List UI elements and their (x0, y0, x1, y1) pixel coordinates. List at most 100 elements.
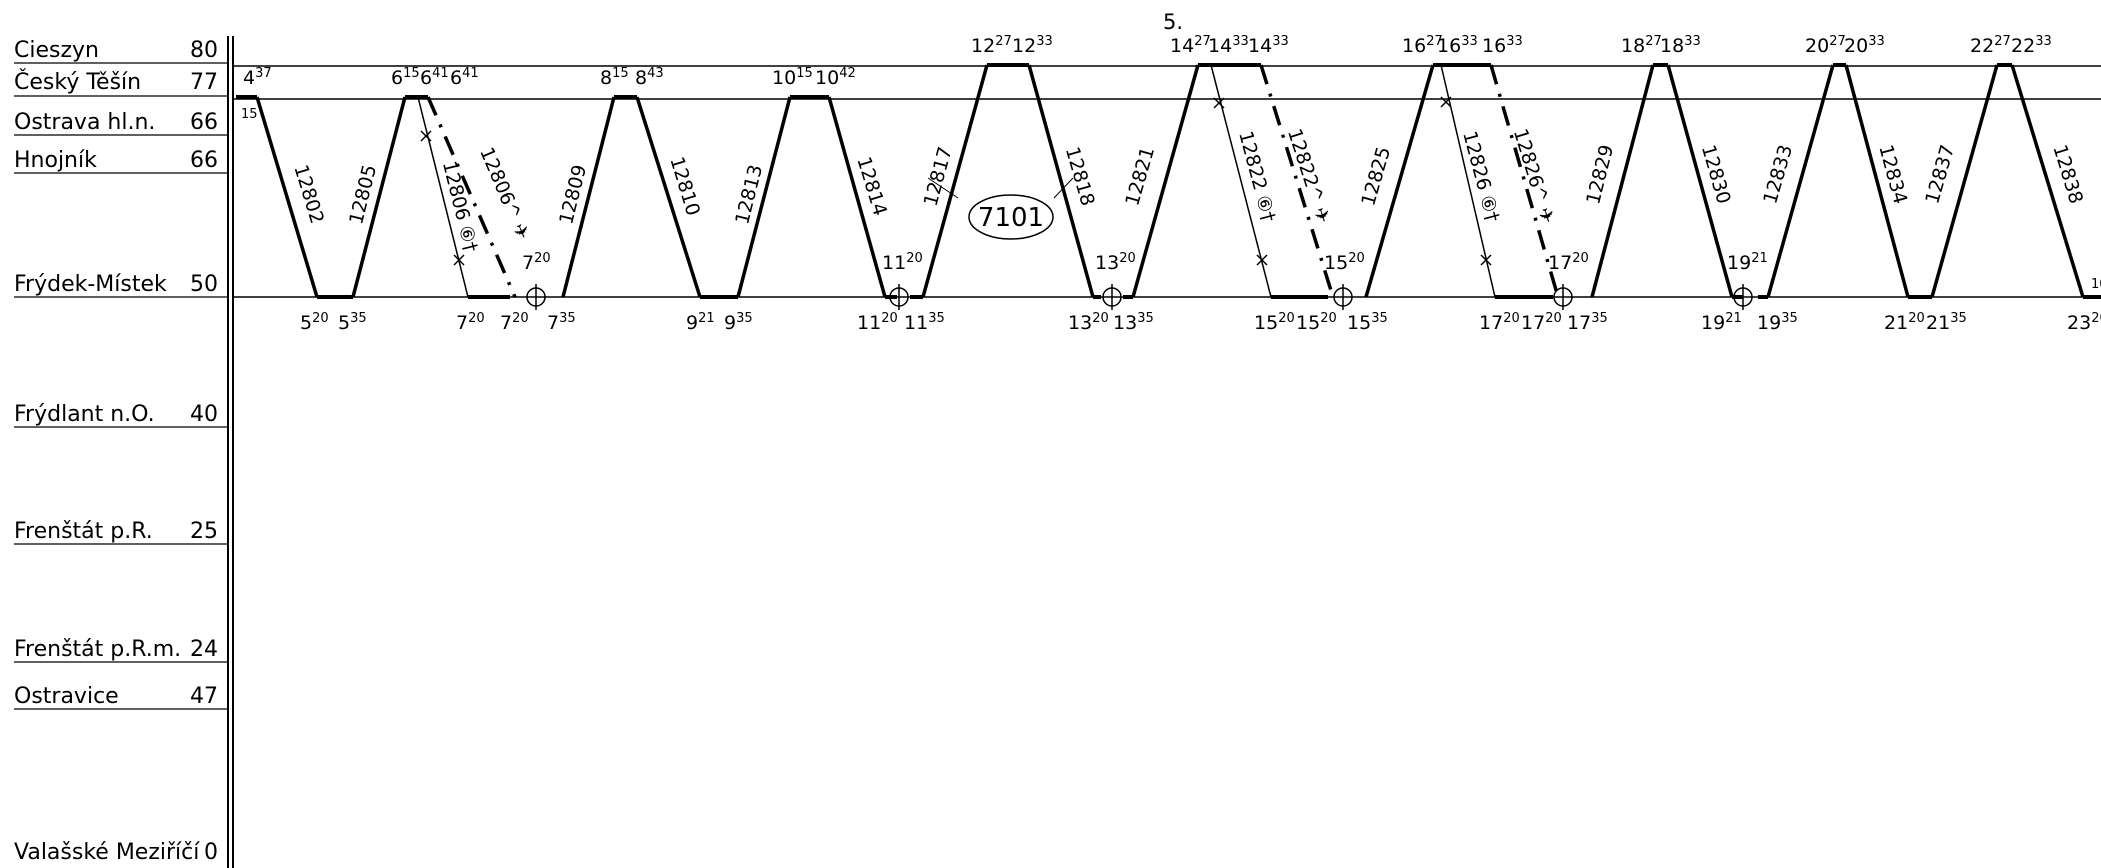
station-name: Frýdlant n.O. (14, 402, 155, 427)
train-label: 12809 (555, 163, 591, 227)
station-km: 0 (204, 840, 218, 865)
station-km: 47 (190, 684, 218, 709)
time-label: 1520 (1254, 311, 1295, 334)
small-time-label: 15 (241, 107, 258, 122)
crossing-circle (526, 284, 546, 310)
cross-mark (1480, 254, 1492, 266)
train-path (351, 96, 407, 298)
station-labels: Cieszyn 80 Český Těšín 77 Ostrava hl.n. … (14, 38, 228, 865)
time-label: 1827 (1621, 34, 1662, 57)
train-label: 12814 (852, 154, 891, 218)
thin-train-path (417, 96, 469, 298)
time-label: 720 (456, 311, 485, 334)
time-label: 1520 (1324, 251, 1365, 274)
dashdot-train-path (426, 96, 517, 298)
time-label: 1921 (1701, 311, 1742, 334)
circuit-leader (1053, 177, 1074, 199)
graph-title: 5. (1163, 10, 1183, 34)
station-row: Český Těšín 77 (14, 69, 228, 97)
time-label: 1320 (1068, 311, 1109, 334)
top-time-labels: 437 615 641 641 815 843 1015 1042 1227 1… (243, 34, 2052, 89)
time-label: 720 (500, 311, 529, 334)
time-label: 1833 (1660, 34, 1701, 57)
time-label: 1627 (1402, 34, 1443, 57)
train-path (1027, 64, 1095, 298)
time-label: 1535 (1347, 311, 1388, 334)
station-row: Valašské Meziříčí 0 (14, 840, 218, 865)
bottom-time-labels: 520 535 720 720 735 921 935 1120 1135 13… (300, 311, 2101, 334)
time-label: 520 (300, 311, 329, 334)
time-label: 1433 (1248, 34, 1289, 57)
crossing-circle (1102, 284, 1122, 310)
train-path (1930, 64, 1999, 298)
time-label: 1015 (772, 66, 813, 89)
train-label: 12833 (1759, 142, 1797, 206)
circuit-oval (968, 194, 1054, 240)
time-label: 641 (450, 66, 479, 89)
crossing-circle (1733, 284, 1753, 310)
train-path (255, 96, 319, 298)
train-path (1666, 64, 1734, 298)
time-label: 2135 (1926, 311, 1967, 334)
station-km: 50 (190, 272, 218, 297)
cross-mark (1440, 96, 1452, 108)
train-label: 12821 (1121, 144, 1159, 208)
dashdot-train-paths (426, 64, 1560, 298)
time-label: 1633 (1482, 34, 1523, 57)
train-label: 12830 (1697, 142, 1735, 206)
time-label: 1427 (1170, 34, 1211, 57)
train-path (1590, 64, 1655, 298)
time-label: 1735 (1567, 311, 1608, 334)
time-label: 2027 (1805, 34, 1846, 57)
time-label: 2233 (2011, 34, 2052, 57)
time-label: 1935 (1757, 311, 1798, 334)
station-row: Ostrava hl.n. 66 (14, 110, 228, 136)
train-label: 12838 (2048, 142, 2087, 206)
partial-label: 10 (2091, 277, 2101, 292)
train-label: 12822 ⑥† (1234, 129, 1279, 225)
train-label: 12829 (1582, 143, 1618, 207)
station-name: Ostrava hl.n. (14, 110, 155, 135)
train-path (827, 96, 887, 298)
time-label: 1720 (1479, 311, 1520, 334)
station-row: Frýdlant n.O. 40 (14, 402, 228, 428)
station-name: Český Těšín (14, 69, 141, 95)
time-label: 1042 (815, 66, 856, 89)
station-row: Cieszyn 80 (14, 38, 228, 64)
crossing-circle (1553, 284, 1573, 310)
train-path (736, 96, 792, 298)
train-label: 12822^ ✈ (1283, 126, 1334, 226)
thin-train-path (1440, 64, 1496, 298)
time-label: 1720 (1548, 251, 1589, 274)
station-km: 40 (190, 402, 218, 427)
train-label: 12813 (731, 163, 767, 227)
station-name: Frenštát p.R.m. (14, 637, 181, 662)
station-name: Cieszyn (14, 38, 99, 63)
time-label: 921 (686, 311, 715, 334)
train-paths (255, 64, 2085, 298)
train-path (1844, 64, 1910, 298)
dwell-bars (236, 63, 2101, 299)
time-label: 1135 (904, 311, 945, 334)
time-label: 1433 (1208, 34, 1249, 57)
train-label: 12805 (345, 163, 381, 227)
train-path (2010, 64, 2085, 298)
fm-arrival-labels: 720 1120 1320 1520 1720 1921 (522, 251, 1768, 274)
station-name: Frýdek-Místek (14, 272, 167, 297)
circuit-leader (927, 177, 959, 199)
station-km: 77 (190, 70, 218, 95)
station-km: 66 (190, 110, 218, 135)
train-label: 12826 ⑥† (1458, 129, 1503, 225)
train-label: 12802 (289, 162, 328, 226)
cross-mark (1256, 254, 1268, 266)
cross-mark (1213, 97, 1225, 109)
station-name: Ostravice (14, 684, 119, 709)
crossing-circle (1333, 284, 1353, 310)
station-row: Hnojník 66 (14, 148, 228, 174)
station-row: Frenštát p.R.m. 24 (14, 637, 228, 663)
time-label: 1120 (857, 311, 898, 334)
time-label: 2120 (1884, 311, 1925, 334)
train-label: 12806 ⑥† (438, 159, 482, 255)
station-km: 25 (190, 519, 218, 544)
